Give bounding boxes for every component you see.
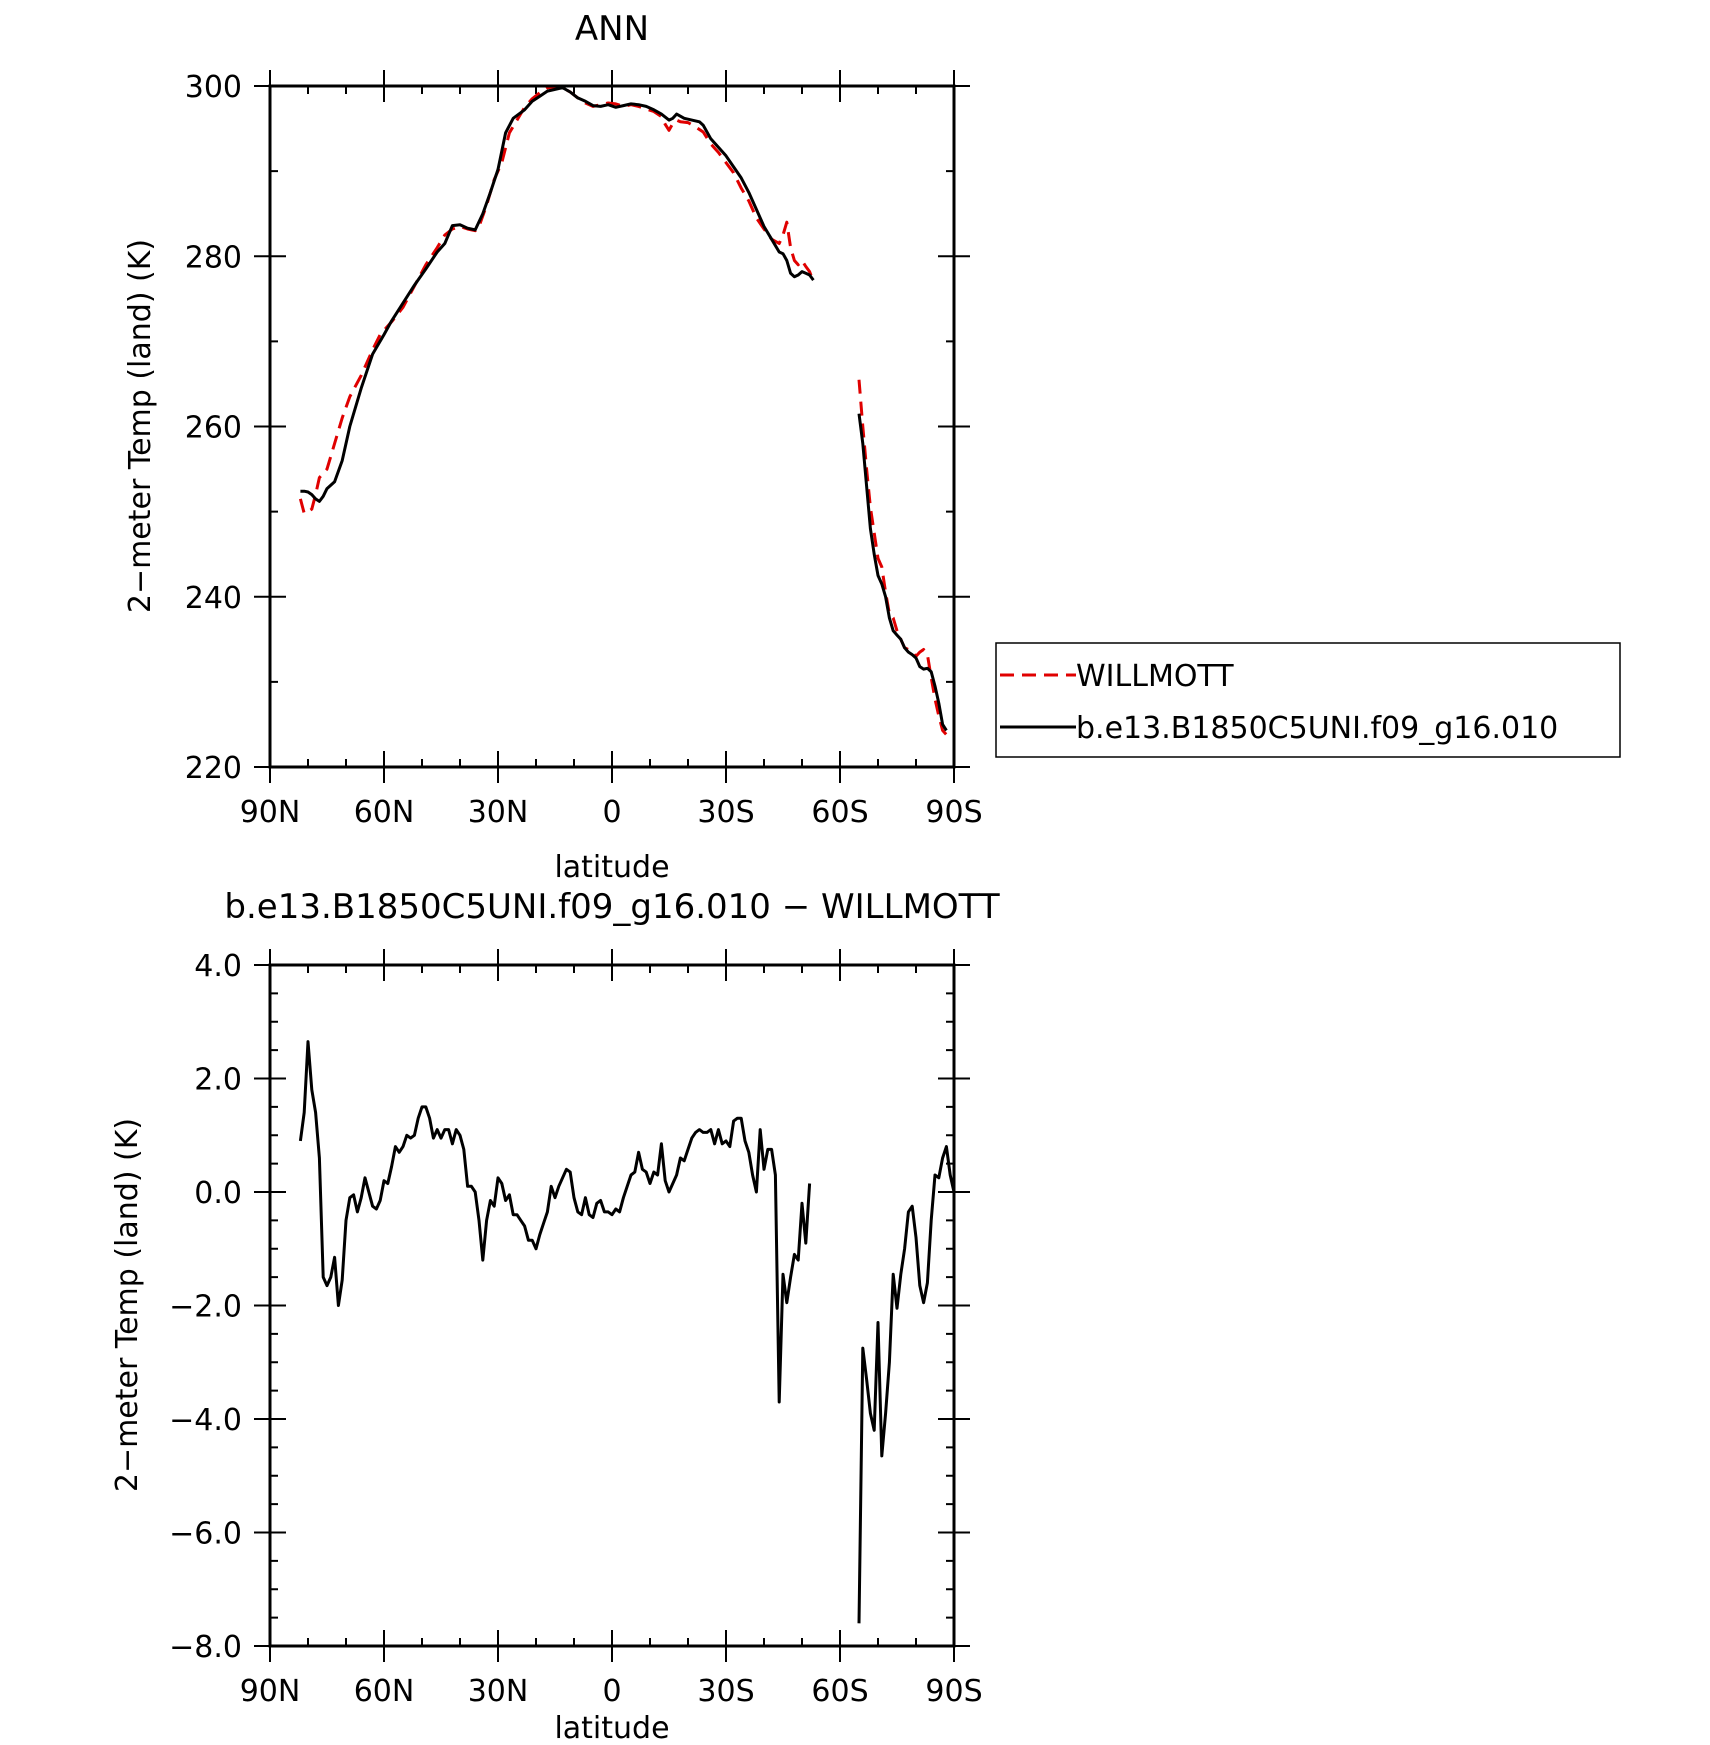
top-panel-y-axis-label: 2−meter Temp (land) (K) bbox=[123, 239, 158, 613]
top-panel: ANN 300 280 260 240 220 90N 60N 30N 0 30S 60S 90S l… bbox=[123, 9, 1621, 885]
top-panel-y-tick-label-1: 280 bbox=[185, 240, 242, 275]
top-panel-x-tick-label-5: 60S bbox=[811, 795, 868, 830]
top-panel-y-tick-label-4: 220 bbox=[185, 751, 242, 786]
bottom-panel-x-axis-label: latitude bbox=[554, 1711, 669, 1745]
top-panel-x-axis-label: latitude bbox=[554, 850, 669, 885]
bottom-panel-y-tick-label-5: −6.0 bbox=[169, 1517, 242, 1552]
bottom-panel-ticks bbox=[254, 949, 970, 1662]
legend: WILLMOTT b.e13.B1850C5UNI.f09_g16.010 bbox=[995, 642, 1621, 758]
legend-label-model: b.e13.B1850C5UNI.f09_g16.010 bbox=[1076, 711, 1558, 746]
top-panel-y-tick-label-0: 300 bbox=[185, 70, 242, 105]
top-panel-tick-labels: 300 280 260 240 220 90N 60N 30N 0 30S 60S 90S bbox=[185, 70, 983, 830]
bottom-panel-title: b.e13.B1850C5UNI.f09_g16.010 − WILLMOTT bbox=[224, 887, 999, 927]
bottom-panel-frame bbox=[268, 963, 956, 1648]
bottom-panel-y-axis-label: 2−meter Temp (land) (K) bbox=[110, 1118, 145, 1492]
top-panel-series-0-segment-0 bbox=[298, 85, 815, 515]
top-panel-series bbox=[298, 85, 948, 736]
bottom-panel-series-0-segment-1 bbox=[857, 1145, 956, 1624]
bottom-panel-y-tick-label-0: 4.0 bbox=[194, 949, 242, 984]
bottom-panel-x-tick-label-0: 90N bbox=[240, 1674, 301, 1709]
bottom-panel-tick-labels: 4.0 2.0 0.0 −2.0 −4.0 −6.0 −8.0 90N 60N 30N 0 30S 60… bbox=[169, 949, 982, 1709]
top-panel-x-tick-label-2: 30N bbox=[468, 795, 529, 830]
bottom-panel-y-tick-label-2: 0.0 bbox=[194, 1176, 242, 1211]
bottom-panel-series bbox=[298, 1040, 956, 1624]
bottom-panel-x-tick-label-5: 60S bbox=[811, 1674, 868, 1709]
bottom-panel-y-tick-label-1: 2.0 bbox=[194, 1063, 242, 1098]
bottom-panel-y-tick-label-3: −2.0 bbox=[169, 1290, 242, 1325]
top-panel-series-1-segment-0 bbox=[300, 86, 815, 503]
top-panel-x-tick-label-1: 60N bbox=[354, 795, 415, 830]
bottom-panel-x-tick-label-2: 30N bbox=[468, 1674, 529, 1709]
bottom-panel-series-0-segment-0 bbox=[298, 1040, 812, 1404]
top-panel-title: ANN bbox=[575, 9, 649, 49]
bottom-panel-x-tick-label-3: 0 bbox=[602, 1674, 621, 1709]
bottom-panel-y-tick-label-4: −4.0 bbox=[169, 1403, 242, 1438]
top-panel-x-tick-label-3: 0 bbox=[602, 795, 621, 830]
top-panel-y-tick-label-2: 260 bbox=[185, 411, 242, 446]
bottom-panel-x-tick-label-1: 60N bbox=[354, 1674, 415, 1709]
legend-box bbox=[995, 642, 1621, 758]
bottom-panel: b.e13.B1850C5UNI.f09_g16.010 − WILLMOTT … bbox=[110, 887, 1000, 1745]
bottom-panel-x-tick-label-4: 30S bbox=[697, 1674, 754, 1709]
top-panel-frame bbox=[268, 84, 956, 769]
top-panel-x-tick-label-0: 90N bbox=[240, 795, 301, 830]
top-panel-y-tick-label-3: 240 bbox=[185, 581, 242, 616]
bottom-panel-x-tick-label-6: 90S bbox=[925, 1674, 982, 1709]
bottom-panel-y-tick-label-6: −8.0 bbox=[169, 1630, 242, 1665]
top-panel-series-1-segment-1 bbox=[857, 413, 948, 732]
top-panel-x-tick-label-6: 90S bbox=[925, 795, 982, 830]
legend-label-willmott: WILLMOTT bbox=[1076, 659, 1234, 694]
top-panel-x-tick-label-4: 30S bbox=[697, 795, 754, 830]
